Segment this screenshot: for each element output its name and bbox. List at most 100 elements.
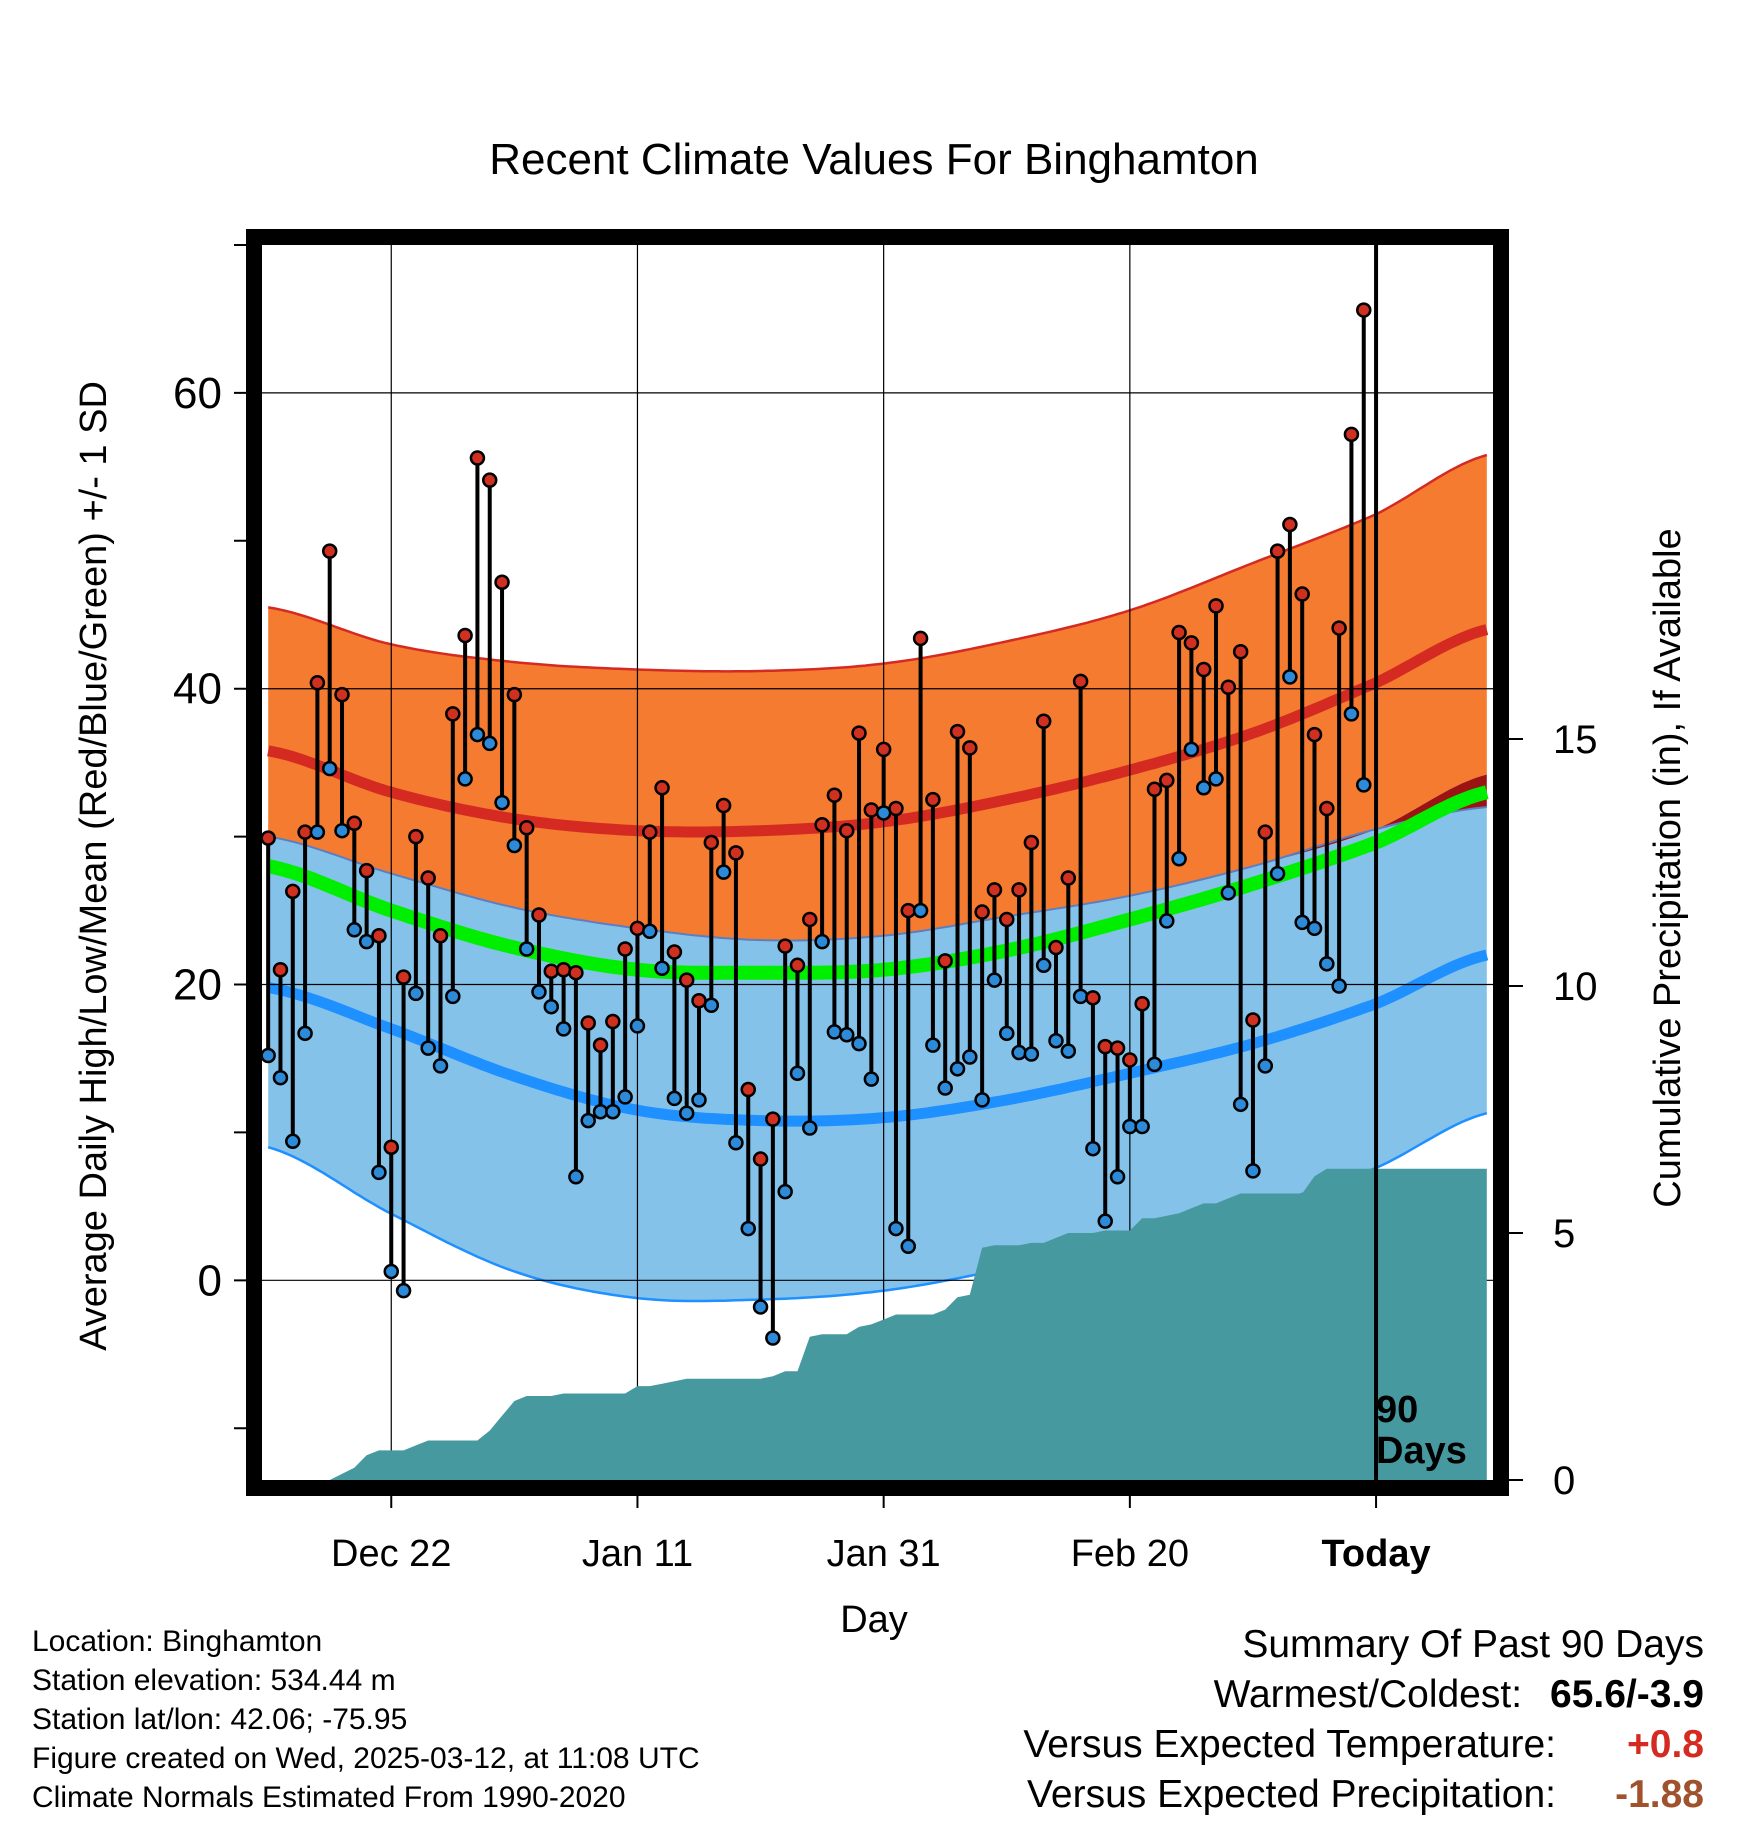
high-temp-point [863,802,880,818]
low-temp-point [1159,913,1175,929]
low-temp-point [986,972,1003,988]
latlon-text: Station lat/lon: 42.06; -75.95 [32,1703,408,1736]
temp-departure-value: +0.8 [1627,1723,1704,1766]
low-temp-point [371,1164,387,1181]
precipitation-area [329,1168,1487,1480]
temp-departure-label: Versus Expected Temperature: [1023,1723,1556,1766]
low-temp-point [642,923,658,940]
high-temp-point [875,741,892,758]
high-temp-point [568,964,584,981]
high-temp-point [974,904,990,920]
low-temp-point [568,1169,584,1185]
low-temp-point [494,794,510,811]
high-temp-point [605,1013,621,1030]
low-temp-point [518,941,535,957]
high-temp-point [1011,882,1027,898]
low-plus-sd-line [268,806,1487,942]
low-temp-point [937,1080,953,1096]
low-temp-point [962,1049,978,1065]
low-temp-point [1072,988,1089,1005]
y-tick-label: 60 [173,369,222,418]
high-temp-point [1159,772,1175,789]
high-temp-point [962,740,978,756]
high-temp-point [469,450,486,466]
low-temp-point [1109,1169,1126,1185]
high-temp-point [949,723,966,740]
low-temp-point [383,1263,400,1280]
low-temp-point [666,1090,683,1107]
high-temp-point [617,941,633,957]
x-tick-label: Today [1322,1533,1431,1575]
high-temp-point [420,870,436,886]
low-temp-point [1011,1044,1027,1061]
high-temp-point [629,920,646,937]
low-temp-point [1294,914,1310,931]
low-temp-point [974,1092,990,1108]
temp-departure-row: Versus Expected Temperature: +0.8 [1023,1720,1704,1770]
high-temp-point [1097,1038,1113,1055]
warmest-coldest-value: 65.6/-3.9 [1550,1673,1704,1716]
low-temp-point [1195,780,1212,796]
low-temp-point [1023,1046,1040,1062]
high-normal-line [267,624,1489,838]
high-temp-point [481,472,498,488]
high-temp-point [937,953,953,969]
low-temp-point [949,1061,966,1077]
station-info: Location: Binghamton Station elevation: … [32,1622,700,1817]
high-temp-point [826,787,843,803]
high-temp-point [1245,1012,1261,1028]
low-temp-point [1282,669,1298,685]
low-temp-point [1319,956,1335,972]
high-temp-point [1023,834,1040,851]
y2-tick-label: 15 [1553,718,1598,762]
low-temp-point [346,922,363,938]
high-temp-point [260,830,276,846]
high-temp-point [506,686,523,703]
axes: 0 20 40 60 Dec 22 Jan 11 Jan 31 Feb 20 Today 0 5 10… [173,244,1598,1575]
plot-frame [246,229,1509,1496]
low-temp-point [555,1021,572,1037]
low-temp-point [457,771,473,787]
low-temp-point [408,985,424,1002]
high-temp-point [1183,635,1200,651]
high-temp-point [518,819,535,836]
high-temp-point [1331,620,1347,636]
low-temp-point [1097,1213,1113,1229]
high-temp-point [580,1015,596,1031]
precip-departure-label: Versus Expected Precipitation: [1027,1773,1556,1816]
low-normal-line [267,949,1489,1127]
high-temp-point [678,972,695,988]
high-temp-point [666,944,683,960]
low-temp-point [580,1112,596,1129]
x-tick-label: Jan 11 [582,1533,693,1575]
low-temp-point [592,1103,609,1120]
daily-points [260,302,1372,1346]
high-temp-point [1343,426,1360,443]
low-temp-point [888,1220,904,1237]
high-temp-point [752,1151,769,1167]
low-temp-point [1183,741,1200,758]
low-temp-point [715,864,732,880]
high-temp-point [888,800,904,817]
x-axis-label: Day [840,1599,908,1641]
high-temp-point [1232,643,1249,660]
low-temp-point [1245,1163,1261,1179]
low-temp-point [912,902,929,919]
y-axis-label: Average Daily High/Low/Mean (Red/Blue/Gr… [73,381,115,1351]
high-temp-point [1171,624,1187,641]
daily-range-bars [266,310,1366,1339]
low-temp-point [814,933,830,950]
low-temp-point [777,1183,793,1200]
high-sd-band [268,455,1487,941]
warmest-coldest-label: Warmest/Coldest: [1213,1673,1523,1716]
low-temp-point [789,1065,806,1082]
high-temp-point [358,862,375,879]
low-temp-point [1269,865,1286,882]
y-tick-label: 20 [173,961,222,1010]
low-temp-point [272,1069,289,1086]
low-temp-point [1355,777,1372,793]
plot-border [246,229,1509,1496]
low-temp-point [321,760,338,777]
low-temp-point [925,1037,941,1053]
